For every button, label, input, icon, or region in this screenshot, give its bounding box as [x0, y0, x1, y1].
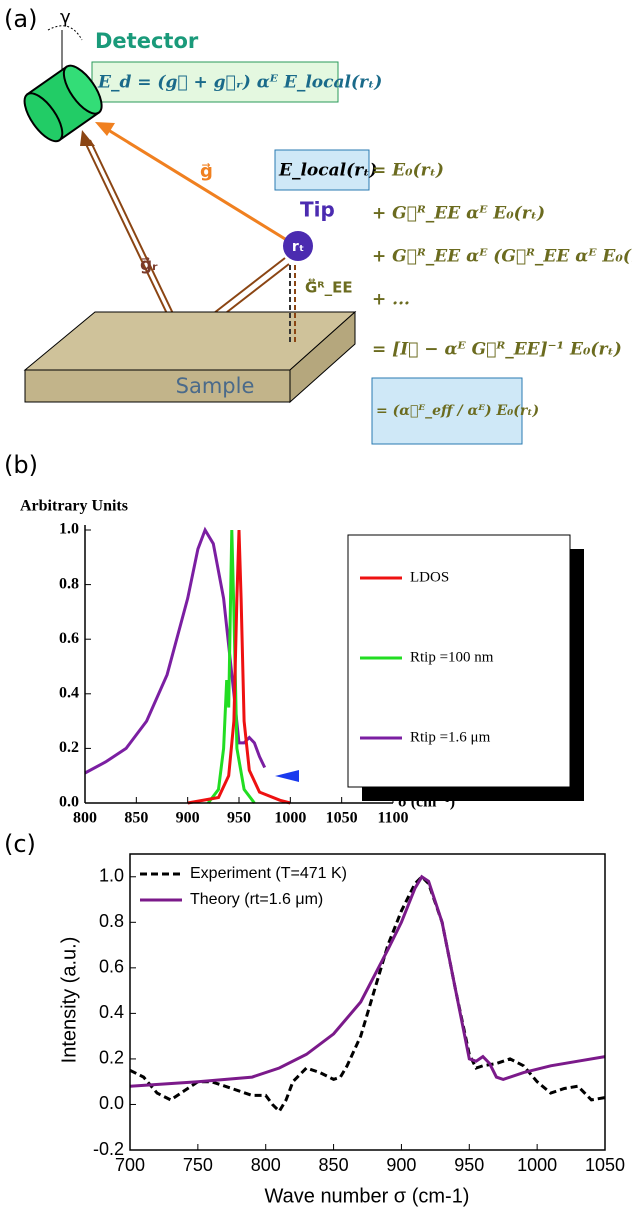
legend-label: Theory (rt=1.6 μm): [190, 891, 323, 908]
y-tick-label: 1.0: [99, 866, 124, 886]
detector-equation: E_d = (g⃗ + g⃗ᵣ) αᴱ E_local(rₜ): [97, 73, 382, 93]
local-field: E_local(rₜ): [278, 161, 377, 181]
x-tick-label: 950: [227, 810, 251, 827]
x-tick-label: 700: [115, 1155, 145, 1175]
y-tick-label: 0.0: [99, 1093, 124, 1113]
equation-line: + G⃡ᴿ_EE αᴱ (G⃡ᴿ_EE αᴱ E₀(rₜ)): [372, 247, 632, 267]
x-tick-label: 1000: [517, 1155, 557, 1175]
panel-label: (a): [4, 5, 37, 33]
detector: [23, 64, 103, 143]
panel-label: (b): [4, 451, 38, 479]
equation-line: + G⃡ᴿ_EE αᴱ E₀(rₜ): [372, 204, 545, 224]
chart: (c) -0.2 0.0 0.2 0.4 0.6 0.8 1.0 700 750 800 850 900…: [4, 830, 625, 1207]
x-tick-label: 1050: [585, 1155, 625, 1175]
final-equation: = (α⃡ᴱ_eff / αᴱ) E₀(rₜ): [376, 403, 539, 419]
diagram: (a) Detector γ E_d = (g⃗ + g⃗ᵣ) αᴱ E_loc…: [4, 5, 632, 445]
sample-side: [289, 310, 356, 404]
equation-box: [371, 377, 523, 445]
plot-frame: [129, 853, 606, 1151]
equation-line: = [I⃡ − αᴱ G⃡ᴿ_EE]⁻¹ E₀(rₜ): [372, 340, 622, 360]
chart: (b) Arbitrary Units 0.0 0.2 0.4 0.6 0.8 1.0 800 8…: [4, 451, 584, 827]
x-tick-label: 850: [319, 1155, 349, 1175]
legend-label: Rtip =100 nm: [410, 649, 494, 665]
series-line: [207, 529, 256, 804]
G-label: G⃡ᴿ_EE: [305, 278, 353, 297]
g-label: g⃗: [200, 161, 213, 182]
legend-label: LDOS: [410, 569, 449, 585]
x-tick-label: 1100: [377, 810, 408, 827]
panel-label: (c): [4, 830, 36, 858]
series-line: [84, 526, 267, 775]
y-tick-label: 0.8: [59, 575, 79, 592]
y-tick-label: 1.0: [59, 521, 79, 538]
x-tick-label: 900: [176, 810, 200, 827]
x-tick-label: 800: [251, 1155, 281, 1175]
arrow-head: [95, 122, 115, 136]
y-tick-label: 0.6: [99, 957, 124, 977]
y-tick-label: 0.4: [59, 684, 79, 701]
angle-arc: [47, 25, 83, 41]
x-axis-label: Wave number σ (cm-1): [265, 1185, 470, 1207]
series-line: [129, 874, 606, 1088]
x-tick-label: 1000: [274, 810, 306, 827]
legend-label: Experiment (T=471 K): [190, 865, 347, 882]
equation-line: + ...: [372, 290, 410, 310]
arrow: [104, 126, 291, 244]
x-tick-label: 850: [124, 810, 148, 827]
tip: [283, 231, 313, 261]
y-tick-label: 0.6: [59, 630, 79, 647]
y-tick-label: 0.8: [99, 911, 124, 931]
reflected-arrows: [83, 139, 290, 346]
sample-label: Sample: [176, 374, 255, 398]
y-tick-label: 0.2: [59, 739, 79, 756]
arrow-head: [80, 130, 95, 146]
y-tick-label: 0.2: [99, 1048, 124, 1068]
tip-label: Tip: [300, 198, 335, 222]
tip-radius: rₜ: [292, 239, 304, 255]
x-tick-label: 1050: [326, 810, 358, 827]
x-tick-label: 900: [386, 1155, 416, 1175]
equation-line: = E₀(rₜ): [372, 161, 444, 181]
equation-box: [274, 149, 370, 191]
legend-label: Rtip =1.6 μm: [410, 729, 491, 745]
y-axis-label: Intensity (a.u.): [58, 937, 80, 1064]
y-tick-label: -0.2: [93, 1139, 124, 1159]
shift-arrow: [275, 770, 299, 782]
equation-box: [91, 61, 339, 103]
y-tick-label: 0.4: [99, 1002, 124, 1022]
series-line: [129, 874, 606, 1114]
x-tick-label: 750: [183, 1155, 213, 1175]
angle-label: γ: [60, 7, 71, 28]
y-tick-label: 0.0: [59, 794, 79, 811]
detector-label: Detector: [95, 29, 199, 53]
axis-title: Arbitrary Units: [20, 498, 128, 515]
gr-label: g⃗ᵣ: [140, 255, 158, 275]
x-tick-label: 800: [73, 810, 97, 827]
x-tick-label: 950: [454, 1155, 484, 1175]
series-line: [187, 529, 291, 805]
